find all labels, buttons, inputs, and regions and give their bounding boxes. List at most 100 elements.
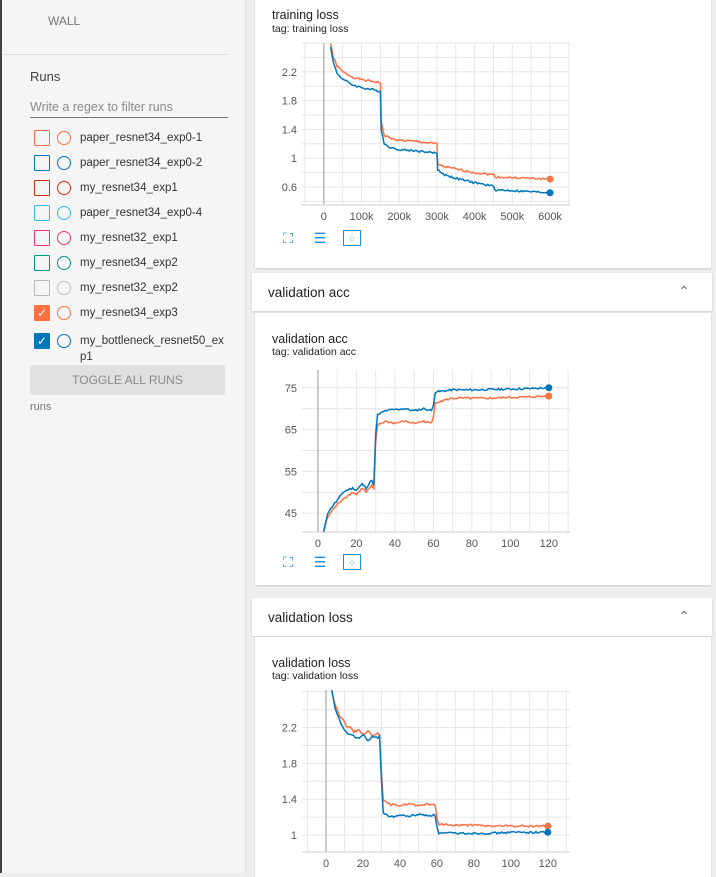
validation-acc-plot[interactable]: 0 20 40 60 80 100 120 45 55 65 75 bbox=[255, 365, 711, 555]
x-tick-label: 60 bbox=[427, 538, 439, 550]
section-title: validation loss bbox=[268, 610, 353, 625]
run-item[interactable]: paper_resnet34_exp0-4 bbox=[34, 205, 230, 225]
chart-title: validation acc bbox=[272, 332, 348, 346]
chart-tag: tag: validation loss bbox=[272, 670, 359, 682]
runs-footer: runs bbox=[30, 401, 52, 413]
x-tick-label: 100 bbox=[501, 538, 519, 550]
run-checkbox[interactable] bbox=[34, 180, 50, 196]
section-header-validation-acc[interactable]: validation acc ⌃ bbox=[252, 273, 712, 311]
x-tick-label: 300k bbox=[425, 211, 449, 223]
run-label: my_resnet34_exp1 bbox=[80, 182, 178, 194]
run-checkbox[interactable] bbox=[34, 255, 50, 271]
run-checkbox[interactable]: ✓ bbox=[34, 305, 50, 321]
chart-card-validation-loss: validation loss tag: validation loss 0 20… bbox=[255, 637, 711, 877]
series-endpoint-my_resnet34_exp3[interactable] bbox=[546, 175, 554, 183]
run-checkbox[interactable] bbox=[34, 280, 50, 296]
validation-loss-plot[interactable]: 0 20 40 60 80 100 120 1 1.4 1.8 2.2 bbox=[255, 685, 711, 875]
series-endpoint-my_bottleneck_resnet50_exp1[interactable] bbox=[545, 384, 553, 392]
run-color-circle-icon[interactable] bbox=[57, 306, 71, 320]
series-endpoint-my_bottleneck_resnet50_exp1[interactable] bbox=[546, 189, 554, 197]
x-tick-label: 20 bbox=[350, 538, 362, 550]
run-color-circle-icon[interactable] bbox=[57, 231, 71, 245]
run-checkbox[interactable] bbox=[34, 230, 50, 246]
series-line-my_bottleneck_resnet50_exp1 bbox=[330, 690, 548, 835]
run-color-circle-icon[interactable] bbox=[57, 281, 71, 295]
run-label: my_resnet34_exp3 bbox=[80, 307, 178, 319]
x-tick-label: 40 bbox=[389, 538, 401, 550]
series-line-my_bottleneck_resnet50_exp1 bbox=[322, 386, 550, 532]
fullscreen-icon[interactable]: ⛶ bbox=[283, 230, 293, 246]
y-tick-label: 1.4 bbox=[282, 124, 297, 136]
fit-domain-icon[interactable]: ⁘ bbox=[343, 230, 361, 246]
y-tick-label: 2.2 bbox=[282, 67, 297, 79]
run-color-circle-icon[interactable] bbox=[57, 256, 71, 270]
run-checkbox[interactable] bbox=[34, 130, 50, 146]
run-item[interactable]: my_resnet34_exp2 bbox=[34, 255, 230, 275]
y-tick-label: 1.4 bbox=[282, 794, 297, 806]
x-tick-label: 400k bbox=[463, 211, 487, 223]
chevron-up-icon[interactable]: ⌃ bbox=[678, 283, 690, 299]
y-tick-label: 1 bbox=[291, 830, 297, 842]
x-tick-label: 120 bbox=[539, 858, 557, 870]
fit-domain-icon[interactable]: ⁘ bbox=[343, 554, 361, 570]
divider bbox=[2, 54, 228, 55]
run-color-circle-icon[interactable] bbox=[57, 131, 71, 145]
run-color-circle-icon[interactable] bbox=[57, 206, 71, 220]
x-tick-label: 600k bbox=[538, 211, 562, 223]
run-checkbox[interactable] bbox=[34, 155, 50, 171]
wall-time-option[interactable]: WALL bbox=[48, 14, 81, 28]
sidebar: WALL Runs paper_resnet34_exp0-1 paper_res… bbox=[0, 0, 246, 873]
run-filter-input[interactable] bbox=[30, 97, 228, 118]
series-line-my_resnet34_exp3 bbox=[330, 690, 549, 828]
toggle-log-scale-icon[interactable]: ☰ bbox=[313, 230, 327, 246]
run-checkbox[interactable] bbox=[34, 205, 50, 221]
series-endpoint-my_resnet34_exp3[interactable] bbox=[545, 392, 553, 400]
run-label: paper_resnet34_exp0-1 bbox=[80, 132, 203, 144]
run-label: paper_resnet34_exp0-2 bbox=[80, 157, 203, 169]
chevron-up-icon[interactable]: ⌃ bbox=[678, 608, 690, 624]
fullscreen-icon[interactable]: ⛶ bbox=[283, 554, 293, 570]
y-tick-label: 2.2 bbox=[282, 723, 297, 735]
toggle-log-scale-icon[interactable]: ☰ bbox=[313, 554, 327, 570]
toggle-all-runs-button[interactable]: TOGGLE ALL RUNS bbox=[30, 365, 225, 395]
run-item[interactable]: paper_resnet34_exp0-2 bbox=[34, 155, 230, 175]
series-endpoint-my_bottleneck_resnet50_exp1[interactable] bbox=[544, 828, 552, 836]
run-color-circle-icon[interactable] bbox=[57, 156, 71, 170]
x-tick-label: 80 bbox=[468, 858, 480, 870]
run-color-circle-icon[interactable] bbox=[57, 334, 71, 348]
x-tick-label: 0 bbox=[315, 538, 321, 550]
y-tick-label: 1.8 bbox=[282, 96, 297, 108]
x-tick-label: 80 bbox=[466, 538, 478, 550]
y-tick-label: 0.6 bbox=[282, 182, 297, 194]
run-color-circle-icon[interactable] bbox=[57, 181, 71, 195]
run-item[interactable]: paper_resnet34_exp0-1 bbox=[34, 130, 230, 150]
run-item[interactable]: my_resnet32_exp2 bbox=[34, 280, 230, 300]
y-tick-label: 45 bbox=[285, 508, 297, 520]
y-tick-label: 75 bbox=[285, 383, 297, 395]
series-line-my_resnet34_exp3 bbox=[322, 395, 550, 532]
x-tick-label: 120 bbox=[540, 538, 558, 550]
x-tick-label: 100k bbox=[350, 211, 374, 223]
run-item[interactable]: my_resnet34_exp1 bbox=[34, 180, 230, 200]
series-endpoint-my_resnet34_exp3[interactable] bbox=[544, 822, 552, 830]
run-checkbox[interactable]: ✓ bbox=[34, 333, 50, 349]
section-header-validation-loss[interactable]: validation loss ⌃ bbox=[252, 598, 712, 636]
run-label: my_resnet32_exp2 bbox=[80, 282, 178, 294]
x-tick-label: 20 bbox=[357, 858, 369, 870]
run-label: my_bottleneck_resnet50_exp1 bbox=[80, 335, 224, 363]
y-tick-label: 1.8 bbox=[282, 758, 297, 770]
run-item[interactable]: ✓ my_bottleneck_resnet50_exp1 bbox=[34, 333, 230, 363]
y-tick-label: 55 bbox=[285, 466, 297, 478]
x-tick-label: 0 bbox=[323, 858, 329, 870]
chart-title: validation loss bbox=[272, 656, 351, 670]
chart-title: training loss bbox=[272, 8, 339, 22]
run-item[interactable]: my_resnet32_exp1 bbox=[34, 230, 230, 250]
x-tick-label: 0 bbox=[321, 211, 327, 223]
run-label: my_resnet32_exp1 bbox=[80, 232, 178, 244]
x-tick-label: 60 bbox=[431, 858, 443, 870]
x-tick-label: 200k bbox=[387, 211, 411, 223]
run-item[interactable]: ✓ my_resnet34_exp3 bbox=[34, 305, 230, 325]
section-title: validation acc bbox=[268, 285, 350, 300]
training-loss-plot[interactable]: 0 100k 200k 300k 400k 500k 600k 0.6 1 1.4 1.8 2.2 bbox=[255, 38, 711, 228]
chart-tag: tag: validation acc bbox=[272, 346, 357, 358]
